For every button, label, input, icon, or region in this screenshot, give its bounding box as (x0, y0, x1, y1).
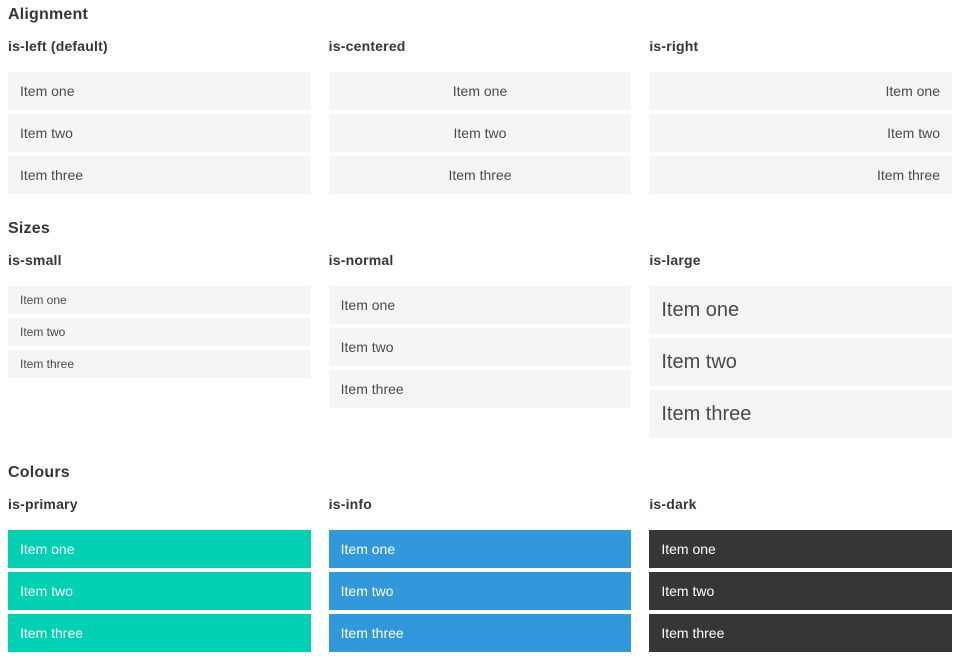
list-item: Item three (8, 156, 311, 194)
list-item: Item two (649, 114, 952, 152)
list-item: Item two (328, 572, 632, 610)
list-item: Item one (328, 72, 632, 110)
section-title-colours: Colours (8, 464, 70, 481)
list-item: Item one (649, 530, 952, 568)
column-heading-is-left: is-left (default) (8, 38, 108, 54)
list-item: Item two (328, 114, 632, 152)
list-item: Item one (8, 72, 311, 110)
column-heading-is-right: is-right (649, 38, 699, 54)
list-item: Item two (8, 318, 311, 346)
column-is-centered: is-centered Item one Item two Item three (328, 38, 632, 198)
block-list-is-dark: Item one Item two Item three (649, 530, 952, 652)
colours-grid: is-primary Item one Item two Item three … (8, 496, 952, 656)
column-is-primary: is-primary Item one Item two Item three (8, 496, 311, 656)
list-item: Item one (328, 530, 632, 568)
block-list-is-right: Item one Item two Item three (649, 72, 952, 194)
column-heading-is-small: is-small (8, 252, 62, 268)
list-item: Item three (649, 156, 952, 194)
list-item: Item three (649, 614, 952, 652)
column-heading-is-info: is-info (328, 496, 373, 512)
list-item: Item three (649, 390, 952, 438)
column-heading-is-large: is-large (649, 252, 701, 268)
list-item: Item two (8, 572, 311, 610)
block-list-style-guide: Alignment is-left (default) Item one Ite… (8, 5, 952, 656)
list-item: Item three (328, 156, 632, 194)
column-is-normal: is-normal Item one Item two Item three (328, 252, 632, 412)
column-is-left: is-left (default) Item one Item two Item… (8, 38, 311, 198)
colours-section: Colours is-primary Item one Item two Ite… (8, 463, 952, 656)
block-list-is-info: Item one Item two Item three (328, 530, 632, 652)
column-is-info: is-info Item one Item two Item three (328, 496, 632, 656)
column-is-right: is-right Item one Item two Item three (649, 38, 952, 198)
column-is-large: is-large Item one Item two Item three (649, 252, 952, 442)
column-heading-is-normal: is-normal (328, 252, 394, 268)
block-list-is-small: Item one Item two Item three (8, 286, 311, 378)
column-is-dark: is-dark Item one Item two Item three (649, 496, 952, 656)
list-item: Item one (328, 286, 632, 324)
list-item: Item one (649, 72, 952, 110)
section-title-sizes: Sizes (8, 220, 50, 237)
list-item: Item two (649, 572, 952, 610)
list-item: Item three (328, 370, 632, 408)
column-heading-is-primary: is-primary (8, 496, 78, 512)
list-item: Item one (8, 530, 311, 568)
list-item: Item three (328, 614, 632, 652)
block-list-is-normal: Item one Item two Item three (328, 286, 632, 408)
sizes-section: Sizes is-small Item one Item two Item th… (8, 219, 952, 442)
block-list-is-left: Item one Item two Item three (8, 72, 311, 194)
column-is-small: is-small Item one Item two Item three (8, 252, 311, 382)
list-item: Item two (328, 328, 632, 366)
alignment-section: Alignment is-left (default) Item one Ite… (8, 5, 952, 198)
list-item: Item one (8, 286, 311, 314)
section-title-alignment: Alignment (8, 6, 89, 23)
sizes-grid: is-small Item one Item two Item three is… (8, 252, 952, 442)
block-list-is-primary: Item one Item two Item three (8, 530, 311, 652)
list-item: Item two (649, 338, 952, 386)
block-list-is-centered: Item one Item two Item three (328, 72, 632, 194)
column-heading-is-centered: is-centered (328, 38, 406, 54)
list-item: Item two (8, 114, 311, 152)
column-heading-is-dark: is-dark (649, 496, 697, 512)
list-item: Item three (8, 614, 311, 652)
block-list-is-large: Item one Item two Item three (649, 286, 952, 438)
alignment-grid: is-left (default) Item one Item two Item… (8, 38, 952, 198)
list-item: Item three (8, 350, 311, 378)
list-item: Item one (649, 286, 952, 334)
